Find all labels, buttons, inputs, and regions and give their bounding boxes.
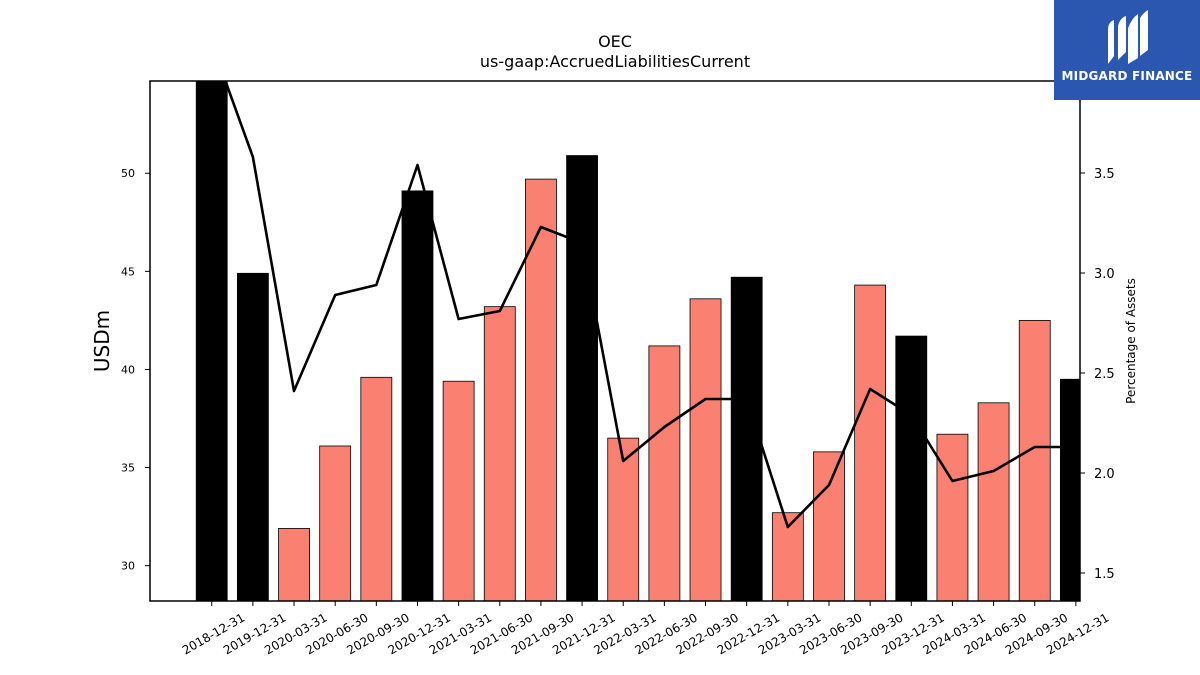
y-tick-label: 30 — [121, 560, 135, 573]
bar-2020-03-31 — [278, 527, 310, 601]
bar-2024-09-30 — [1018, 319, 1051, 601]
bar-2021-03-31 — [442, 380, 475, 601]
bar-2020-09-30 — [360, 376, 393, 601]
y-tick-label: 40 — [121, 363, 135, 376]
bar-2019-12-31 — [236, 272, 269, 601]
midgard-logo-icon — [1108, 10, 1148, 64]
bar-2021-06-30 — [483, 306, 516, 601]
percentage-line — [224, 81, 1076, 529]
y-tick-label: 35 — [121, 462, 135, 475]
chart-title: OEC — [598, 32, 632, 51]
bar-2021-12-31 — [566, 155, 598, 601]
y-axis-label: USDm — [90, 310, 114, 372]
plot-frame — [149, 80, 1081, 602]
bar-group — [195, 81, 1080, 601]
bar-2024-12-31 — [1059, 378, 1080, 601]
chart-subtitle: us-gaap:AccruedLiabilitiesCurrent — [479, 52, 751, 71]
y-tick-label: 50 — [121, 167, 135, 180]
bar-2024-03-31 — [936, 433, 969, 601]
y2-tick-label: 1.5 — [1094, 567, 1115, 582]
bar-2022-03-31 — [607, 437, 640, 601]
bar-2023-12-31 — [895, 335, 928, 601]
line-layer — [224, 81, 1076, 529]
bar-2020-06-30 — [319, 445, 352, 601]
bar-2022-09-30 — [689, 298, 722, 601]
bar-2023-06-30 — [813, 451, 845, 601]
bar-2021-09-30 — [525, 178, 557, 601]
bar-2018-12-31 — [195, 81, 228, 601]
y2-tick-label: 2.0 — [1094, 467, 1115, 482]
y2-tick-label: 2.5 — [1094, 367, 1115, 382]
bar-2023-09-30 — [854, 284, 887, 601]
bar-2022-06-30 — [648, 345, 681, 601]
brand-logo: MIDGARD FINANCE — [1054, 0, 1200, 100]
y2-tick-label: 3.0 — [1094, 267, 1115, 282]
y2-axis-label: Percentage of Assets — [1124, 278, 1138, 404]
brand-name: MIDGARD FINANCE — [1061, 69, 1193, 83]
y2-tick-label: 3.5 — [1094, 167, 1115, 182]
bar-2022-12-31 — [730, 276, 763, 601]
bar-2024-06-30 — [977, 402, 1010, 601]
bar-2020-12-31 — [401, 190, 434, 601]
y-tick-label: 45 — [121, 265, 135, 278]
